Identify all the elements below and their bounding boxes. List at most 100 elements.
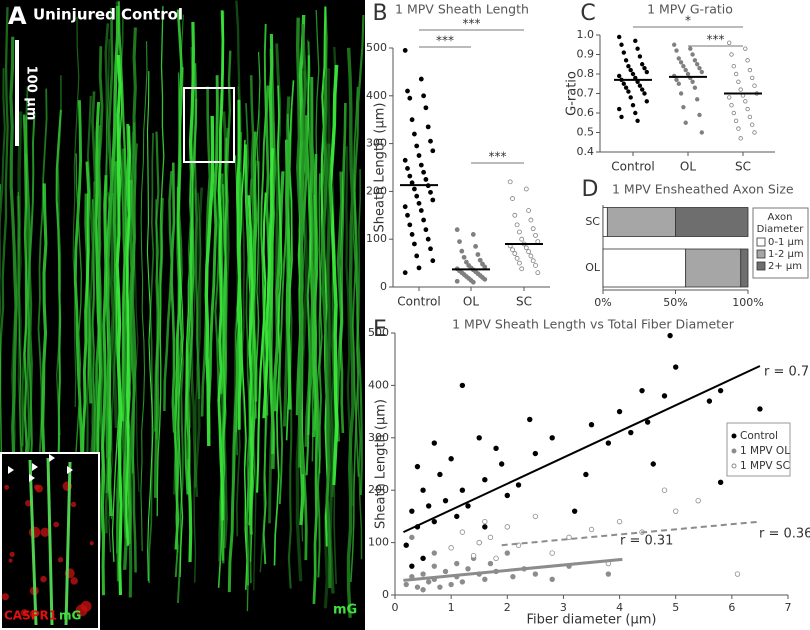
- y-tick-label: 100: [366, 232, 387, 245]
- caspr-spot: [1, 593, 9, 601]
- fiber: [154, 131, 160, 432]
- dot: [674, 48, 679, 53]
- point: [431, 563, 437, 569]
- dot: [475, 252, 481, 257]
- dot: [644, 99, 649, 104]
- dot: [407, 95, 413, 101]
- y-tick-label: 0.5: [577, 126, 595, 139]
- chart-title: 1 MPV Sheath Length: [395, 2, 529, 17]
- dot: [630, 71, 636, 77]
- point: [459, 382, 466, 389]
- point: [549, 576, 555, 582]
- dot: [425, 236, 431, 242]
- dot: [457, 239, 462, 244]
- dot: [633, 38, 638, 44]
- y-tick-label: 0: [382, 588, 389, 601]
- x-tick-label: OL: [463, 295, 479, 309]
- panel-label: B: [372, 1, 387, 26]
- dot: [699, 69, 704, 75]
- dot: [407, 173, 413, 179]
- fiber: [189, 188, 197, 429]
- dot: [729, 52, 734, 57]
- point: [644, 419, 651, 425]
- fiber: [298, 24, 308, 475]
- fiber: [325, 143, 335, 594]
- fiber: [11, 195, 21, 466]
- point: [409, 508, 415, 514]
- dot: [418, 162, 424, 168]
- x-tick-label: 2: [504, 601, 511, 614]
- fiber: [247, 195, 254, 526]
- x-tick-label: 100%: [732, 296, 763, 309]
- fiber: [121, 148, 129, 539]
- point: [420, 587, 426, 593]
- point: [706, 398, 713, 404]
- fiber: [260, 23, 267, 565]
- point: [409, 534, 415, 541]
- dot: [727, 40, 732, 45]
- point: [661, 393, 668, 399]
- fiber: [96, 46, 105, 587]
- dot: [454, 227, 460, 233]
- caspr-spot: [57, 557, 64, 563]
- panel-label: A: [8, 2, 27, 30]
- point: [695, 497, 701, 504]
- x-tick-label: OL: [680, 160, 696, 174]
- dot: [405, 88, 410, 94]
- dot: [411, 186, 417, 192]
- point: [639, 387, 645, 394]
- point: [493, 445, 499, 451]
- dot: [617, 34, 622, 40]
- caspr-spot: [20, 609, 28, 617]
- dot: [743, 99, 748, 104]
- dot: [628, 67, 633, 73]
- dot: [681, 63, 686, 69]
- fiber: [115, 54, 123, 596]
- dot: [416, 200, 422, 206]
- fiber: [0, 184, 3, 455]
- y-tick-label: 100: [368, 536, 389, 549]
- dot: [526, 249, 531, 255]
- point: [510, 573, 516, 580]
- bar-segment: [602, 207, 608, 237]
- dot: [637, 83, 643, 88]
- fiber: [55, 75, 62, 436]
- dot: [747, 114, 753, 120]
- fiber: [73, 100, 84, 491]
- arrowhead: [8, 466, 14, 474]
- caspr-spot: [9, 551, 15, 558]
- dot: [752, 130, 757, 135]
- inset: [0, 452, 100, 630]
- point: [437, 584, 443, 590]
- fiber: [185, 21, 196, 563]
- point: [403, 542, 409, 548]
- dot: [414, 143, 420, 149]
- caspr-spot: [25, 499, 32, 507]
- x-tick-label: 0: [392, 601, 399, 614]
- point: [673, 508, 679, 514]
- chart-title: 1 MPV G-ratio: [647, 2, 733, 17]
- fiber: [163, 170, 173, 412]
- point: [482, 518, 488, 525]
- dot: [733, 118, 739, 123]
- legend-label: 1 MPV OL: [740, 445, 790, 457]
- point: [588, 422, 595, 428]
- dot: [747, 67, 753, 73]
- dot: [423, 227, 429, 233]
- y-tick-label: 500: [366, 41, 387, 54]
- y-axis-label: G-ratio: [565, 71, 580, 116]
- dot: [635, 46, 640, 51]
- y-tick-label: 400: [368, 378, 389, 391]
- dot: [690, 79, 695, 84]
- point: [549, 435, 555, 441]
- bar-segment: [606, 207, 676, 237]
- dot: [743, 46, 748, 51]
- dot: [637, 54, 643, 59]
- y-tick-label: 300: [368, 431, 389, 444]
- inset-fiber: [64, 461, 72, 626]
- fiber: [22, 114, 28, 475]
- point: [482, 477, 488, 483]
- dot: [405, 212, 410, 218]
- point: [431, 518, 437, 525]
- fit-line: [501, 520, 761, 547]
